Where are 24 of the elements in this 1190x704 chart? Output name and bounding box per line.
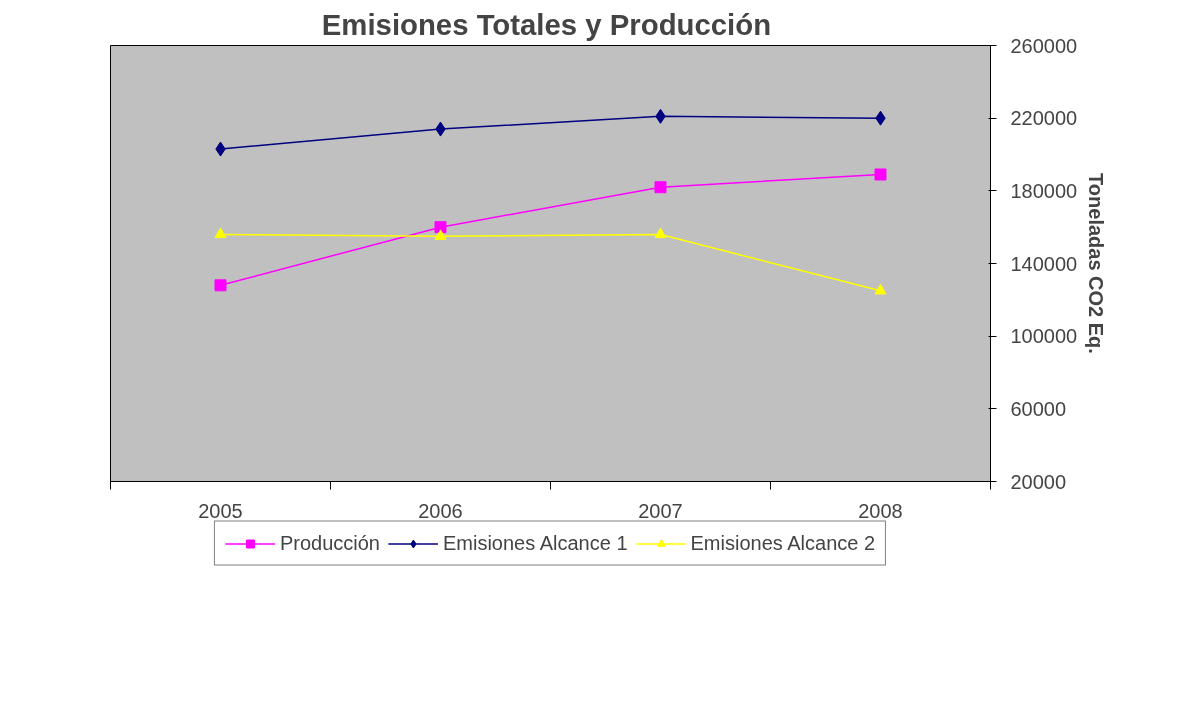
legend-label: Emisiones Alcance 2	[690, 531, 876, 555]
y-tick-label: 20000	[1010, 470, 1067, 493]
y-tick-label: 220000	[1010, 107, 1078, 130]
point	[874, 168, 887, 181]
point	[874, 283, 887, 295]
x-tick-label: 2008	[858, 499, 903, 522]
y-tick-label: 180000	[1010, 179, 1078, 202]
point	[654, 227, 667, 239]
y-tick-label: 100000	[1010, 325, 1078, 348]
y-tick-label: 60000	[1010, 397, 1067, 420]
legend-label: Producción	[279, 531, 380, 555]
y-tick-label: 140000	[1010, 252, 1078, 275]
point	[434, 229, 447, 240]
chart-title: Emisiones Totales y Producción	[321, 7, 772, 41]
x-tick-label: 2005	[198, 499, 243, 522]
point	[214, 227, 227, 239]
point	[654, 181, 667, 194]
point	[214, 279, 227, 292]
y-tick-label: 260000	[1010, 34, 1078, 57]
x-tick-label: 2006	[418, 499, 463, 522]
legend-label: Emisiones Alcance 1	[442, 531, 628, 555]
point	[434, 221, 447, 234]
y-axis-title: Toneladas CO2 Eq.	[1085, 173, 1108, 354]
x-tick-label: 2007	[638, 499, 683, 522]
